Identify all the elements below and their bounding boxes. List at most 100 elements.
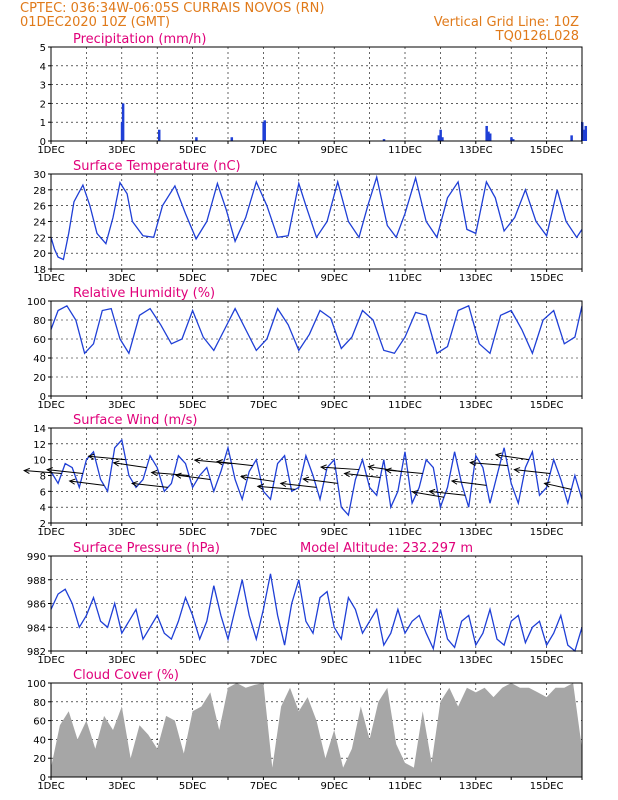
pressure-xtick-label: 5DEC	[179, 655, 206, 666]
precipitation-ytick-label: 2	[40, 99, 46, 110]
wind-direction-arrowhead	[469, 459, 477, 467]
pressure-line	[50, 573, 583, 653]
precipitation-bar	[382, 139, 386, 141]
wind-direction-arrowhead	[367, 464, 375, 471]
wind-direction-arrowhead	[112, 460, 120, 467]
wind-direction-arrow	[132, 482, 168, 488]
model-run-id: TQ0126L028	[495, 29, 579, 44]
pressure-xtick-label: 7DEC	[250, 655, 277, 666]
wind-direction-arrowhead	[68, 478, 76, 485]
humidity-xtick-label: 5DEC	[179, 400, 206, 411]
precipitation-xtick-label: 15DEC	[530, 145, 564, 156]
humidity-xtick-label: 11DEC	[388, 400, 422, 411]
wind-xtick-label: 13DEC	[459, 527, 493, 538]
precipitation-bar	[570, 135, 573, 141]
wind-direction-arrowhead	[343, 471, 351, 478]
wind-direction-arrow	[69, 480, 105, 486]
temperature-xtick-label: 1DEC	[37, 273, 64, 284]
humidity-panel: 0 20 40 60 80 100 1DEC 3DEC 5DEC 7DEC 9DEC 11DEC 13D…	[27, 286, 583, 411]
station-header: CPTEC: 036:34W-06:05S CURRAIS NOVOS (RN)	[20, 1, 324, 16]
pressure-xtick-label: 9DEC	[321, 655, 348, 666]
wind-direction-arrow	[385, 469, 423, 475]
precipitation-bar	[437, 135, 441, 141]
humidity-xtick-label: 1DEC	[37, 400, 64, 411]
precipitation-ytick-label: 3	[40, 81, 46, 92]
pressure-ytick-label: 984	[27, 623, 46, 634]
precipitation-xtick-label: 9DEC	[321, 145, 348, 156]
precipitation-ytick-label: 4	[40, 62, 46, 73]
wind-direction-arrowhead	[302, 476, 310, 483]
precipitation-ytick-label: 5	[40, 43, 46, 54]
temperature-ytick-label: 20	[33, 249, 46, 260]
wind-xtick-label: 7DEC	[250, 527, 277, 538]
wind-xtick-label: 5DEC	[179, 527, 206, 538]
wind-direction-arrowhead	[23, 467, 30, 474]
humidity-line	[50, 304, 583, 356]
temperature-ytick-label: 26	[33, 202, 46, 213]
wind-xtick-label: 15DEC	[530, 527, 564, 538]
pressure-xtick-label: 1DEC	[37, 655, 64, 666]
wind-direction-arrowhead	[513, 467, 521, 474]
wind-xtick-label: 1DEC	[37, 527, 64, 538]
cloud-cover-ytick-label: 60	[33, 717, 46, 728]
pressure-xtick-label: 3DEC	[108, 655, 135, 666]
cloud-cover-panel: 0 20 40 60 80 100 1DEC 3DEC 5DEC 7DEC 9DEC 11DEC 13D…	[27, 668, 583, 792]
cloud-cover-xtick-label: 7DEC	[250, 781, 277, 792]
humidity-frame	[50, 300, 583, 397]
wind-direction-arrow	[280, 482, 317, 488]
wind-direction-arrow	[412, 491, 445, 498]
precipitation-bar	[510, 137, 513, 141]
humidity-ytick-label: 80	[33, 316, 46, 327]
precipitation-bar	[195, 137, 198, 141]
wind-direction-arrow	[303, 478, 338, 484]
wind-direction-arrow	[47, 469, 83, 475]
cloud-cover-xtick-label: 11DEC	[388, 781, 422, 792]
wind-xtick-label: 11DEC	[388, 527, 422, 538]
temperature-xtick-label: 9DEC	[321, 273, 348, 284]
wind-direction-arrow	[217, 461, 253, 467]
cloud-cover-area	[51, 683, 582, 777]
wind-direction-arrowhead	[130, 480, 138, 488]
wind-direction-arrowhead	[87, 453, 95, 460]
pressure-ytick-label: 990	[27, 552, 46, 563]
wind-direction-arrow	[344, 473, 381, 478]
wind-direction-arrowhead	[543, 481, 551, 488]
wind-direction-arrow	[495, 454, 529, 461]
wind-direction-arrowhead	[174, 472, 182, 479]
wind-direction-arrow	[470, 462, 508, 467]
pressure-xtick-label: 11DEC	[388, 655, 422, 666]
precipitation-bar	[263, 120, 266, 141]
precipitation-bar	[157, 129, 161, 141]
temperature-xtick-label: 7DEC	[250, 273, 277, 284]
wind-direction-arrow	[151, 472, 190, 476]
pressure-ytick-label: 982	[27, 647, 46, 658]
wind-direction-arrow	[113, 462, 147, 469]
model-altitude: Model Altitude: 232.297 m	[300, 541, 473, 556]
wind-direction-arrow	[429, 490, 466, 496]
cloud-cover-xtick-label: 5DEC	[179, 781, 206, 792]
cloud-cover-ytick-label: 80	[33, 698, 46, 709]
humidity-xtick-label: 15DEC	[530, 400, 564, 411]
wind-ytick-label: 4	[40, 503, 46, 514]
precipitation-bar	[439, 129, 442, 141]
precipitation-bar	[584, 125, 588, 141]
wind-direction-arrow	[241, 476, 275, 482]
precipitation-bar	[511, 139, 515, 141]
wind-direction-arrow	[257, 485, 296, 490]
precipitation-bar	[582, 129, 586, 141]
wind-direction-arrow	[544, 482, 572, 490]
wind-direction-arrowhead	[319, 464, 327, 471]
precipitation-xtick-label: 3DEC	[108, 145, 135, 156]
cloud-cover-frame	[50, 682, 583, 778]
temperature-xtick-label: 13DEC	[459, 273, 493, 284]
humidity-xtick-label: 3DEC	[108, 400, 135, 411]
precipitation-bar	[485, 125, 488, 141]
wind-ytick-label: 8	[40, 472, 46, 483]
wind-ytick-label: 10	[33, 456, 46, 467]
wind-direction-arrowhead	[256, 483, 264, 490]
temperature-ytick-label: 18	[33, 265, 46, 276]
wind-direction-arrow	[24, 470, 62, 475]
humidity-ytick-label: 40	[33, 354, 46, 365]
pressure-title: Surface Pressure (hPa)	[73, 541, 220, 556]
